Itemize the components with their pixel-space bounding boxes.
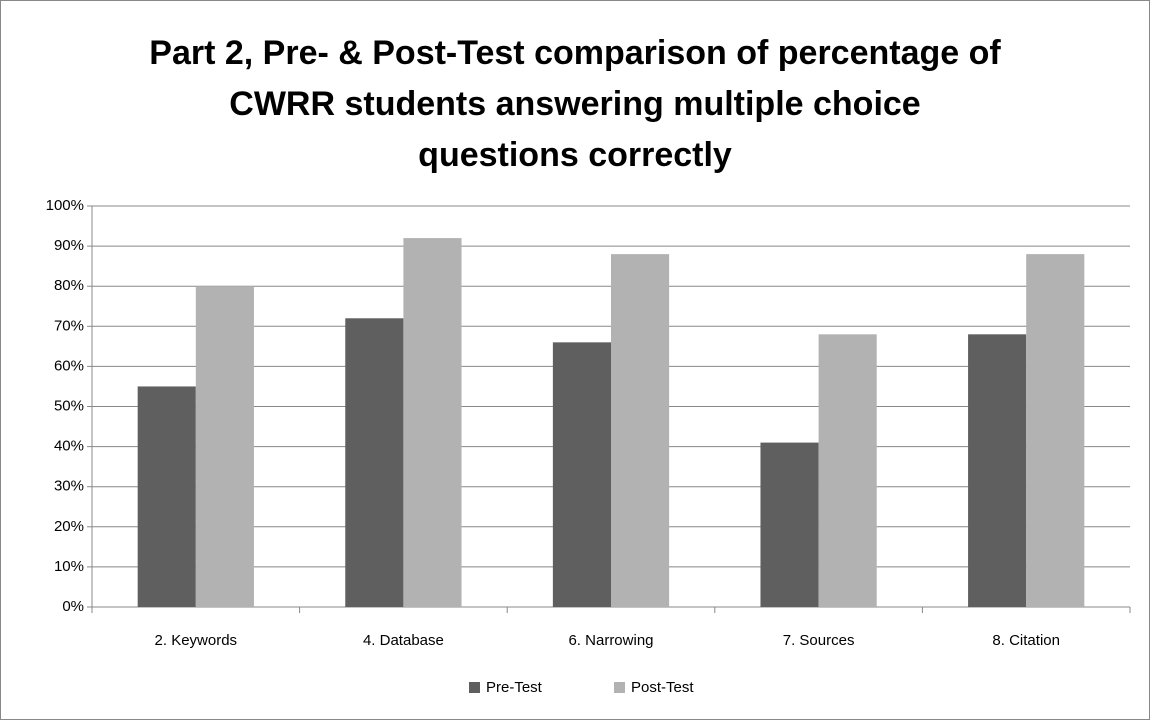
- y-tick-label: 90%: [54, 237, 84, 254]
- y-tick-label: 100%: [46, 197, 84, 214]
- bar: [137, 386, 196, 607]
- chart-title: questions correctly: [418, 136, 732, 174]
- bar: [195, 286, 254, 607]
- bar: [345, 318, 404, 607]
- bar: [552, 342, 611, 607]
- y-tick-label: 20%: [54, 518, 84, 535]
- legend-label: Post-Test: [631, 679, 694, 696]
- x-tick-label: 6. Narrowing: [568, 632, 653, 649]
- chart-title: CWRR students answering multiple choice: [229, 85, 920, 123]
- bar: [1026, 254, 1085, 607]
- legend-label: Pre-Test: [486, 679, 543, 696]
- legend-swatch: [469, 682, 480, 693]
- y-tick-label: 40%: [54, 438, 84, 455]
- y-tick-label: 60%: [54, 357, 84, 374]
- bar: [760, 442, 819, 607]
- y-tick-label: 50%: [54, 397, 84, 414]
- y-tick-label: 30%: [54, 478, 84, 495]
- x-tick-label: 4. Database: [363, 632, 444, 649]
- chart-title: Part 2, Pre- & Post-Test comparison of p…: [149, 34, 1001, 72]
- y-tick-label: 0%: [62, 598, 84, 615]
- y-tick-label: 10%: [54, 558, 84, 575]
- x-tick-label: 2. Keywords: [155, 632, 238, 649]
- x-tick-label: 7. Sources: [783, 632, 855, 649]
- legend-swatch: [614, 682, 625, 693]
- bar: [403, 238, 462, 607]
- x-tick-label: 8. Citation: [992, 632, 1060, 649]
- y-tick-label: 80%: [54, 277, 84, 294]
- bar: [968, 334, 1027, 607]
- y-tick-label: 70%: [54, 317, 84, 334]
- bar: [611, 254, 670, 607]
- bar: [818, 334, 877, 607]
